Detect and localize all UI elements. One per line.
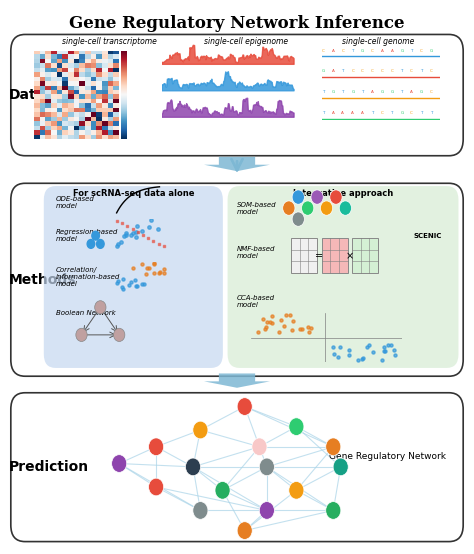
- Circle shape: [259, 458, 274, 476]
- Text: CCA-based
model: CCA-based model: [237, 295, 275, 309]
- Circle shape: [292, 212, 304, 226]
- Circle shape: [259, 501, 274, 519]
- Text: NMF-based
model: NMF-based model: [237, 245, 275, 259]
- Text: =: =: [315, 251, 323, 261]
- Text: Integrative approach: Integrative approach: [293, 189, 393, 198]
- Circle shape: [283, 201, 295, 216]
- Circle shape: [193, 421, 208, 439]
- Circle shape: [320, 201, 333, 216]
- Text: Regression-based
model: Regression-based model: [55, 229, 118, 242]
- Circle shape: [97, 239, 104, 248]
- Text: SOM-based
model: SOM-based model: [237, 202, 277, 214]
- Circle shape: [252, 438, 267, 455]
- FancyBboxPatch shape: [228, 186, 458, 368]
- Text: ODE-based
model: ODE-based model: [55, 196, 94, 209]
- Circle shape: [289, 418, 304, 435]
- Text: Gene Regulatory Network: Gene Regulatory Network: [329, 452, 447, 460]
- FancyBboxPatch shape: [11, 183, 463, 376]
- Polygon shape: [204, 157, 270, 171]
- Text: single-cell genome: single-cell genome: [342, 37, 415, 46]
- Text: single-cell transcriptome: single-cell transcriptome: [63, 37, 157, 46]
- Text: Gene Regulatory Network Inference: Gene Regulatory Network Inference: [69, 15, 405, 32]
- Circle shape: [311, 190, 323, 204]
- Circle shape: [76, 329, 87, 341]
- Text: ×: ×: [346, 251, 354, 261]
- Circle shape: [289, 481, 304, 499]
- FancyBboxPatch shape: [353, 238, 378, 273]
- Circle shape: [330, 190, 342, 204]
- Text: Prediction: Prediction: [9, 460, 89, 474]
- FancyBboxPatch shape: [291, 238, 317, 273]
- Circle shape: [95, 301, 106, 314]
- Circle shape: [326, 438, 341, 455]
- Circle shape: [215, 481, 230, 499]
- Circle shape: [333, 458, 348, 476]
- Circle shape: [326, 501, 341, 519]
- Circle shape: [292, 190, 304, 204]
- Text: Boolean Network: Boolean Network: [55, 310, 115, 316]
- Circle shape: [92, 231, 100, 240]
- Polygon shape: [204, 373, 270, 388]
- FancyBboxPatch shape: [11, 393, 463, 542]
- Circle shape: [193, 501, 208, 519]
- FancyBboxPatch shape: [44, 186, 223, 368]
- Circle shape: [339, 201, 352, 216]
- Text: single-cell epigenome: single-cell epigenome: [204, 37, 289, 46]
- Circle shape: [87, 239, 95, 248]
- FancyBboxPatch shape: [11, 34, 463, 156]
- Text: SCENIC: SCENIC: [414, 233, 442, 239]
- Circle shape: [237, 522, 252, 540]
- Circle shape: [237, 398, 252, 416]
- Text: Methods: Methods: [9, 273, 76, 287]
- Text: For scRNA-seq data alone: For scRNA-seq data alone: [73, 189, 194, 198]
- Circle shape: [148, 438, 164, 455]
- Text: Correlation/
information-based
model: Correlation/ information-based model: [55, 267, 120, 287]
- Circle shape: [185, 458, 201, 476]
- Circle shape: [301, 201, 314, 216]
- Text: Data: Data: [9, 88, 46, 102]
- Circle shape: [114, 329, 125, 341]
- Circle shape: [148, 478, 164, 496]
- FancyBboxPatch shape: [322, 238, 348, 273]
- Circle shape: [112, 455, 127, 473]
